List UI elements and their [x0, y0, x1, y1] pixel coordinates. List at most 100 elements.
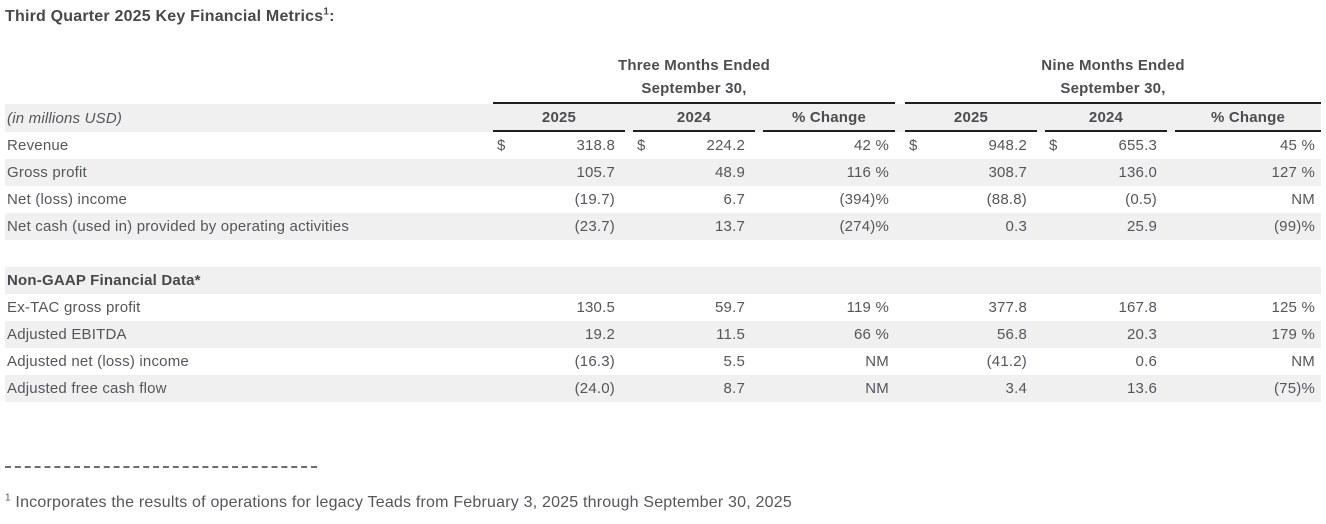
currency-symbol: $: [497, 137, 506, 154]
financial-metrics-table: Three Months Ended September 30, Nine Mo…: [5, 48, 1321, 429]
units-label: (in millions USD): [7, 109, 123, 127]
cell-value: 0.6: [1135, 353, 1157, 370]
cell-nine-months-2025: (88.8): [905, 191, 1037, 208]
cell-nine-months-2024: 20.3: [1045, 326, 1167, 343]
cell-three-months-2024: 48.9: [633, 164, 755, 181]
cell-three-months-2024: $224.2: [633, 137, 755, 154]
cell-value: 11.5: [716, 326, 745, 343]
column-header-nine-months-2025: 2025: [905, 104, 1037, 132]
cell-nine-months-2025: (41.2): [905, 353, 1037, 370]
cell-nine-months-change: NM: [1291, 191, 1315, 208]
cell-value: 136.0: [1118, 164, 1157, 181]
cell-label: Net cash (used in) provided by operating…: [7, 218, 350, 235]
currency-symbol: $: [1049, 137, 1058, 154]
group-header-line1: Three Months Ended: [618, 57, 770, 74]
cell-three-months-2025: $318.8: [493, 137, 625, 154]
table-row-adjusted-ebitda: Adjusted EBITDA 19.2 11.5 66 % 56.8 20.3…: [5, 321, 1321, 348]
table-group-header-row: Three Months Ended September 30, Nine Mo…: [5, 48, 1321, 104]
cell-three-months-2025: 19.2: [493, 326, 625, 343]
column-header-three-months-change: % Change: [763, 104, 895, 132]
cell-three-months-2024: 6.7: [633, 191, 755, 208]
group-header-line2: September 30,: [641, 80, 747, 97]
cell-value: 3.4: [1005, 380, 1027, 397]
table-row-adjusted-net-loss-income: Adjusted net (loss) income (16.3) 5.5 NM…: [5, 348, 1321, 375]
cell-value: (23.7): [574, 218, 615, 235]
cell-three-months-2025: (19.7): [493, 191, 625, 208]
table-row-blank: [5, 402, 1321, 429]
table-row-extac-gross-profit: Ex-TAC gross profit 130.5 59.7 119 % 377…: [5, 294, 1321, 321]
cell-three-months-change: (274)%: [839, 218, 889, 235]
group-header-nine-months: Nine Months Ended September 30,: [905, 54, 1321, 104]
cell-value: 318.8: [576, 137, 615, 154]
currency-symbol: $: [909, 137, 918, 154]
cell-nine-months-2025: 308.7: [905, 164, 1037, 181]
cell-nine-months-2024: 25.9: [1045, 218, 1167, 235]
table-row-net-cash-operating: Net cash (used in) provided by operating…: [5, 213, 1321, 240]
table-row-blank: [5, 240, 1321, 267]
cell-nine-months-2024: 13.6: [1045, 380, 1167, 397]
cell-nine-months-change: 45 %: [1280, 137, 1315, 154]
group-header-three-months: Three Months Ended September 30,: [493, 54, 895, 104]
cell-nine-months-change: (99)%: [1273, 218, 1315, 235]
cell-value: 6.7: [723, 191, 745, 208]
cell-value: (19.7): [574, 191, 615, 208]
column-header-three-months-2024: 2024: [633, 104, 755, 132]
currency-symbol: $: [637, 137, 646, 154]
cell-three-months-2025: 130.5: [493, 299, 625, 316]
cell-value: (88.8): [986, 191, 1027, 208]
cell-value: 25.9: [1127, 218, 1157, 235]
cell-three-months-2025: (23.7): [493, 218, 625, 235]
page-title: Third Quarter 2025 Key Financial Metrics…: [5, 6, 1321, 28]
cell-value: 308.7: [988, 164, 1027, 181]
cell-value: 56.8: [997, 326, 1027, 343]
page-title-footnote-ref: 1: [323, 6, 330, 18]
table-column-header-row: (in millions USD) 2025 2024 % Change 202…: [5, 104, 1321, 132]
footnote: 1 Incorporates the results of operations…: [5, 492, 1321, 512]
footnote-text: Incorporates the results of operations f…: [15, 494, 792, 511]
column-header-nine-months-change: % Change: [1175, 104, 1321, 132]
footnote-ref: 1: [5, 492, 11, 504]
cell-label: Revenue: [7, 137, 69, 154]
cell-value: (41.2): [986, 353, 1027, 370]
cell-value: 20.3: [1127, 326, 1157, 343]
cell-nine-months-2024: 167.8: [1045, 299, 1167, 316]
cell-value: 59.7: [715, 299, 745, 316]
cell-three-months-change: (394)%: [839, 191, 889, 208]
cell-three-months-2024: 59.7: [633, 299, 755, 316]
cell-three-months-change: 66 %: [854, 326, 889, 343]
table-row-gross-profit: Gross profit 105.7 48.9 116 % 308.7 136.…: [5, 159, 1321, 186]
cell-value: 13.6: [1127, 380, 1157, 397]
cell-three-months-change: 42 %: [854, 137, 889, 154]
cell-value: 19.2: [585, 326, 615, 343]
cell-value: 948.2: [988, 137, 1027, 154]
cell-nine-months-2024: $655.3: [1045, 137, 1167, 154]
cell-nine-months-change: 125 %: [1271, 299, 1315, 316]
group-header-line1: Nine Months Ended: [1041, 57, 1185, 74]
cell-nine-months-2024: (0.5): [1045, 191, 1167, 208]
cell-value: (16.3): [574, 353, 615, 370]
cell-value: 655.3: [1118, 137, 1157, 154]
cell-three-months-2025: (16.3): [493, 353, 625, 370]
cell-value: 8.7: [723, 380, 745, 397]
cell-value: 13.7: [715, 218, 745, 235]
cell-three-months-2025: (24.0): [493, 380, 625, 397]
cell-nine-months-2024: 136.0: [1045, 164, 1167, 181]
cell-value: 5.5: [723, 353, 745, 370]
footnote-separator-dashed-line: [5, 466, 317, 468]
cell-value: 224.2: [706, 137, 745, 154]
cell-nine-months-2025: 3.4: [905, 380, 1037, 397]
cell-nine-months-2025: 56.8: [905, 326, 1037, 343]
cell-nine-months-change: NM: [1291, 353, 1315, 370]
cell-value: 105.7: [576, 164, 615, 181]
section-header-label: Non-GAAP Financial Data*: [7, 272, 201, 289]
cell-value: 0.3: [1005, 218, 1027, 235]
cell-nine-months-change: (75)%: [1273, 380, 1315, 397]
cell-value: 48.9: [715, 164, 745, 181]
page-title-colon: :: [329, 8, 335, 25]
cell-nine-months-2025: 377.8: [905, 299, 1037, 316]
cell-nine-months-change: 179 %: [1271, 326, 1315, 343]
cell-label: Adjusted net (loss) income: [7, 353, 189, 370]
cell-value: 130.5: [576, 299, 615, 316]
group-header-line2: September 30,: [1060, 80, 1166, 97]
cell-value: (24.0): [574, 380, 615, 397]
